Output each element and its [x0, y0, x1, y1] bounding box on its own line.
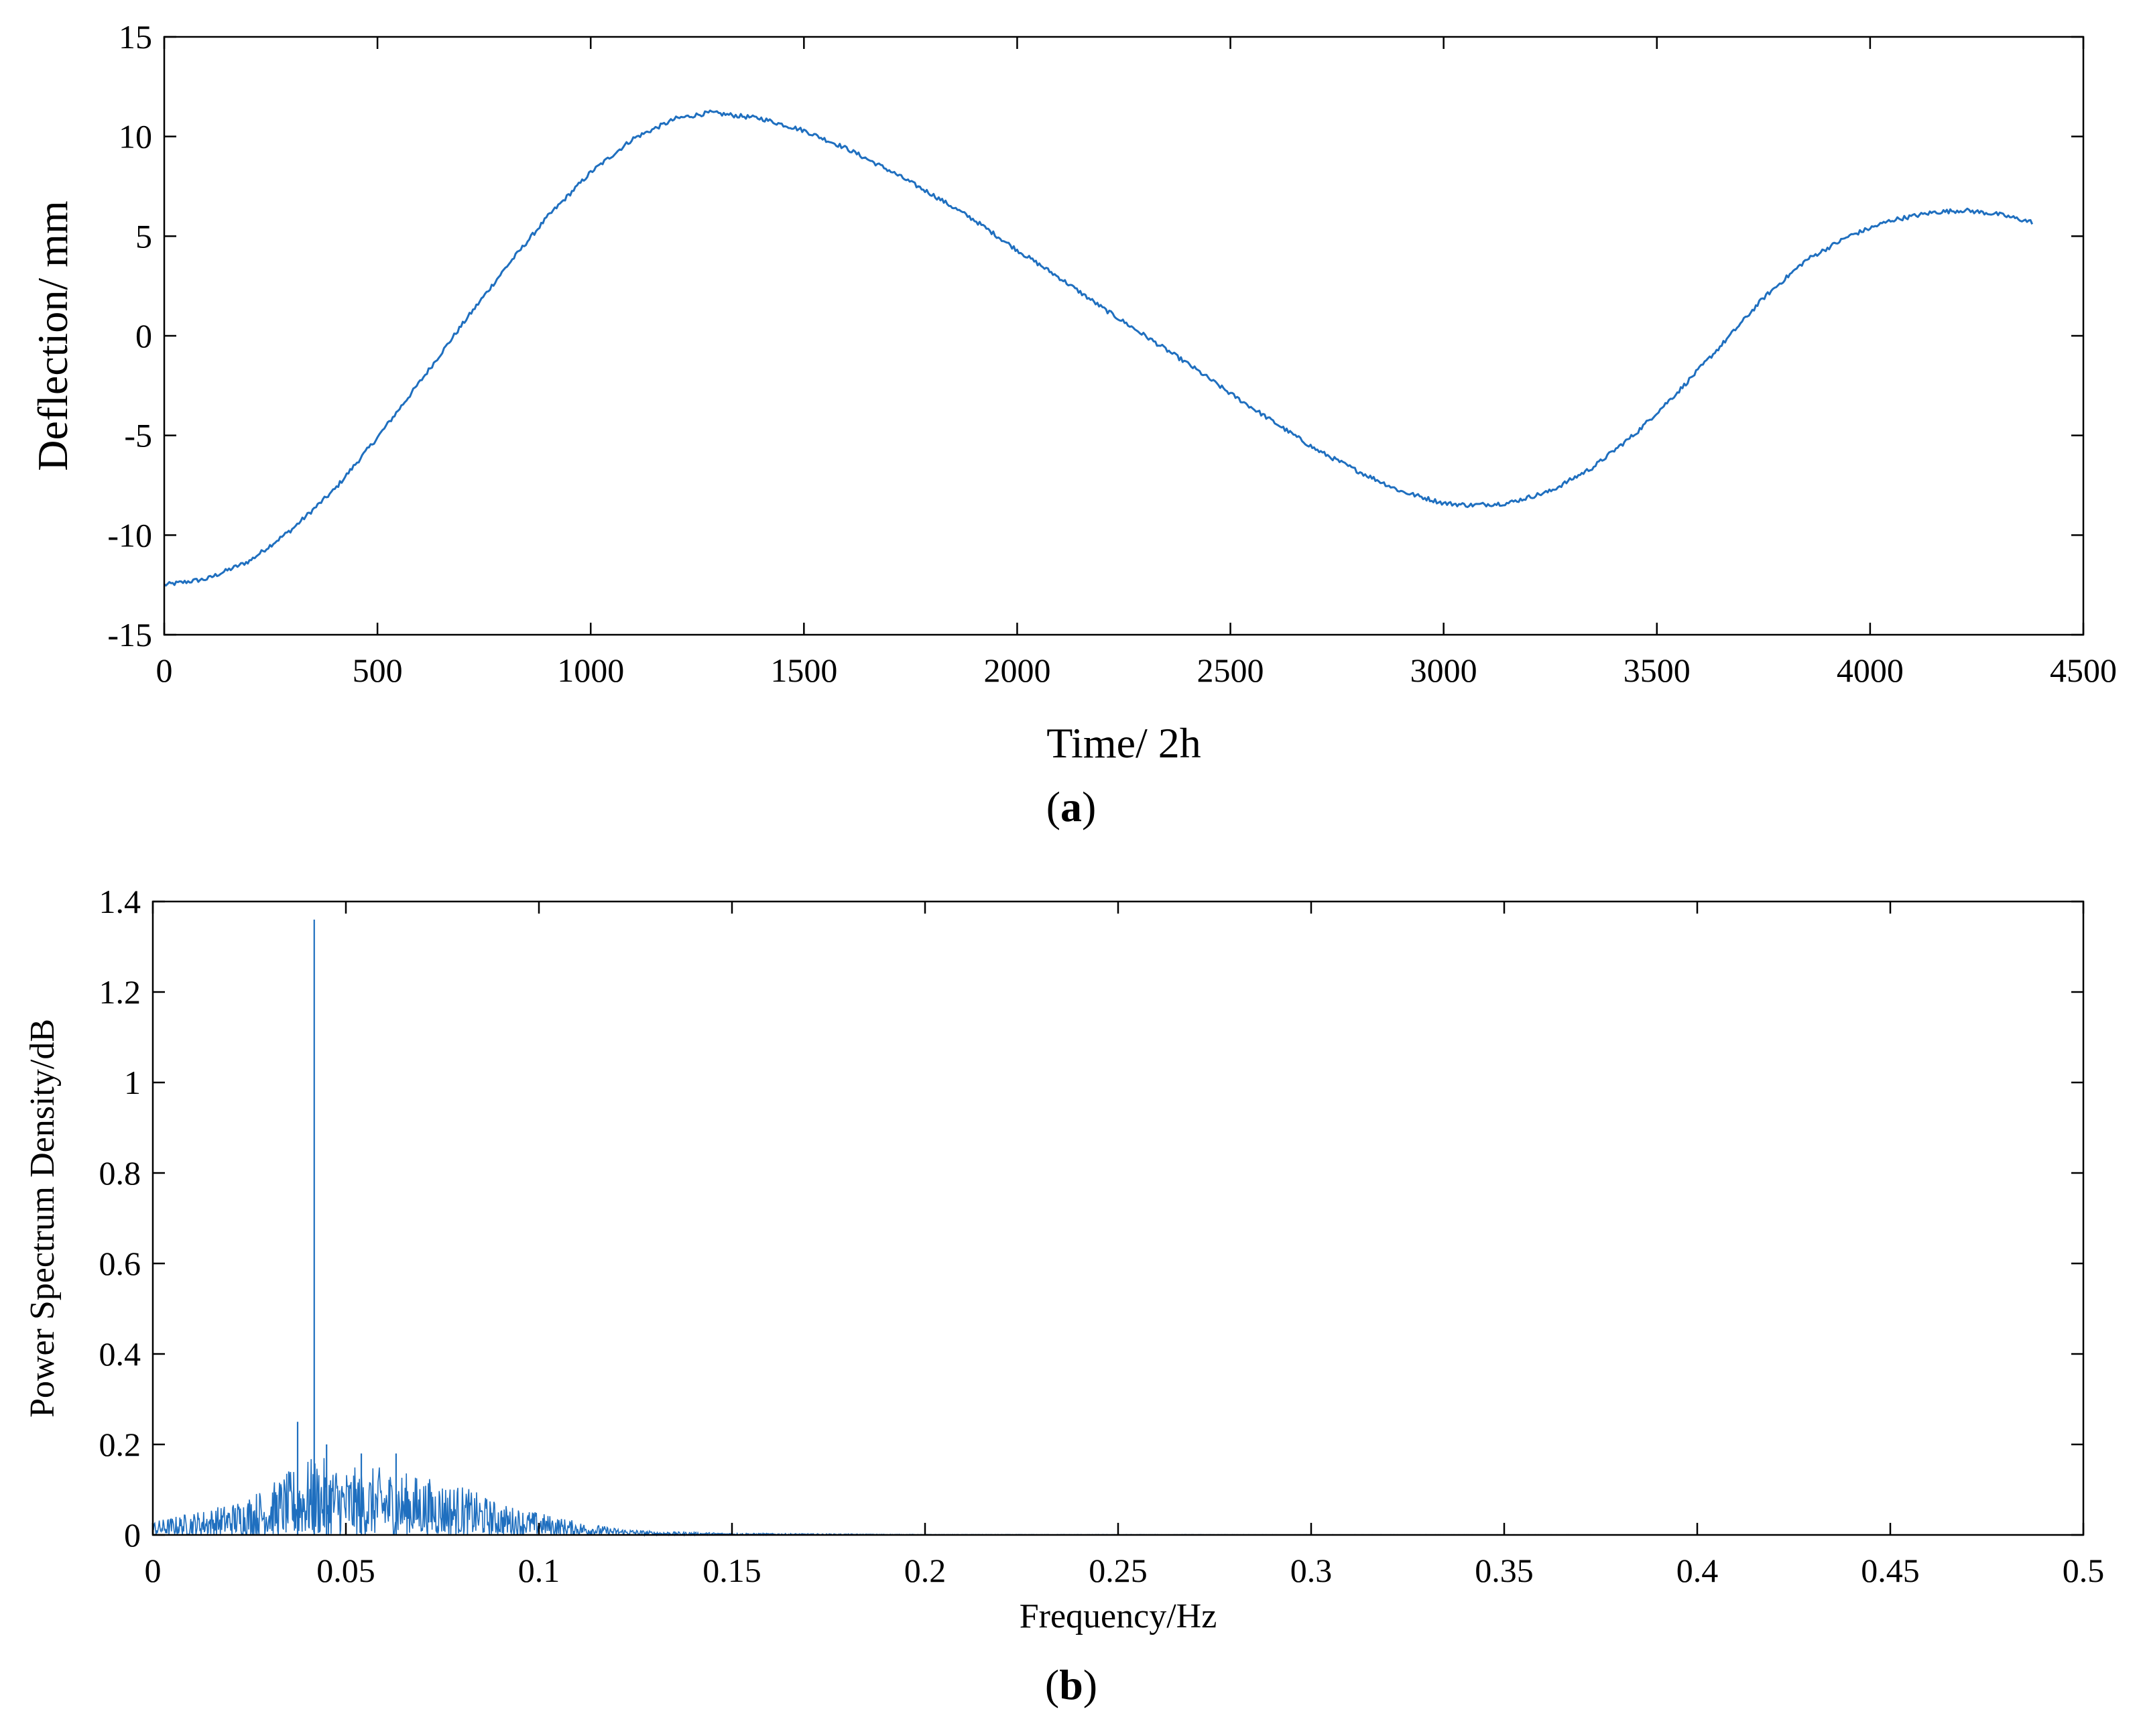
x-tick-label: 2000	[983, 652, 1050, 689]
x-tick-label: 0	[145, 1552, 162, 1589]
x-tick-label: 0.15	[702, 1552, 761, 1589]
y-tick-label: 0.8	[99, 1154, 141, 1192]
x-tick-label: 500	[353, 652, 403, 689]
y-tick-label: 0.4	[99, 1335, 141, 1373]
x-tick-label: 0.25	[1089, 1552, 1148, 1589]
panel-b-caption: (b)	[1045, 1661, 1097, 1709]
panel-a-x-axis-label: Time/ 2h	[1046, 719, 1201, 767]
y-tick-label: 0	[124, 1516, 141, 1554]
x-tick-label: 1000	[557, 652, 624, 689]
y-tick-label: -10	[107, 516, 152, 554]
x-tick-label: 4500	[2050, 652, 2117, 689]
psd-series	[152, 920, 2083, 1538]
y-tick-label: 0.6	[99, 1245, 141, 1282]
panel-a-plot-frame	[163, 36, 2085, 636]
y-tick-label: 10	[119, 118, 152, 156]
x-tick-label: 0.4	[1676, 1552, 1719, 1589]
deflection-line	[164, 109, 2034, 587]
x-tick-label: 0	[156, 652, 173, 689]
panel-a-deflection-chart: 0 500 1000 1500 2000 2500 3000 3500 4000 4500 -15 -…	[29, 18, 2117, 830]
x-tick-label: 4000	[1837, 652, 1904, 689]
y-tick-label: 5	[135, 217, 152, 255]
panel-b-tick-labels: 0 0.05 0.1 0.15 0.2 0.25 0.3 0.35 0.4 0.45 0.5 0 0.2…	[99, 883, 2105, 1589]
x-tick-label: 0.45	[1861, 1552, 1920, 1589]
y-tick-label: 15	[119, 18, 152, 56]
y-tick-label: 0.2	[99, 1426, 141, 1463]
x-tick-label: 0.05	[316, 1552, 375, 1589]
panel-b-y-axis-label: Power Spectrum Density/dB	[23, 1019, 62, 1418]
panel-b-plot-frame	[151, 900, 2085, 1536]
panel-a-caption-letter: a	[1060, 783, 1082, 830]
panel-b-psd-chart: 0 0.05 0.1 0.15 0.2 0.25 0.3 0.35 0.4 0.45 0.5 0 0.2…	[23, 883, 2104, 1709]
deflection-series	[164, 109, 2034, 587]
panel-a-caption: (a)	[1046, 783, 1097, 830]
x-tick-label: 0.1	[518, 1552, 560, 1589]
panel-b-caption-letter: b	[1059, 1661, 1083, 1709]
x-tick-label: 0.2	[904, 1552, 946, 1589]
x-tick-label: 3000	[1410, 652, 1477, 689]
y-tick-label: -15	[107, 616, 152, 654]
x-tick-label: 3500	[1624, 652, 1691, 689]
y-tick-label: -5	[124, 417, 152, 454]
panel-a-tick-labels: 0 500 1000 1500 2000 2500 3000 3500 4000 4500 -15 -…	[107, 18, 2117, 689]
y-tick-label: 1	[124, 1064, 141, 1101]
panel-b-ticks	[151, 900, 2085, 1536]
x-tick-label: 0.3	[1290, 1552, 1333, 1589]
y-tick-label: 1.4	[99, 883, 141, 920]
panel-b-x-axis-label: Frequency/Hz	[1020, 1597, 1217, 1635]
panel-a-ticks	[163, 36, 2085, 636]
y-tick-label: 1.2	[99, 973, 141, 1011]
x-tick-label: 2500	[1197, 652, 1264, 689]
x-tick-label: 0.35	[1475, 1552, 1534, 1589]
x-tick-label: 1500	[770, 652, 837, 689]
panel-a-y-axis-label: Deflection/ mm	[29, 200, 76, 471]
y-tick-label: 0	[135, 317, 152, 355]
x-tick-label: 0.5	[2063, 1552, 2105, 1589]
